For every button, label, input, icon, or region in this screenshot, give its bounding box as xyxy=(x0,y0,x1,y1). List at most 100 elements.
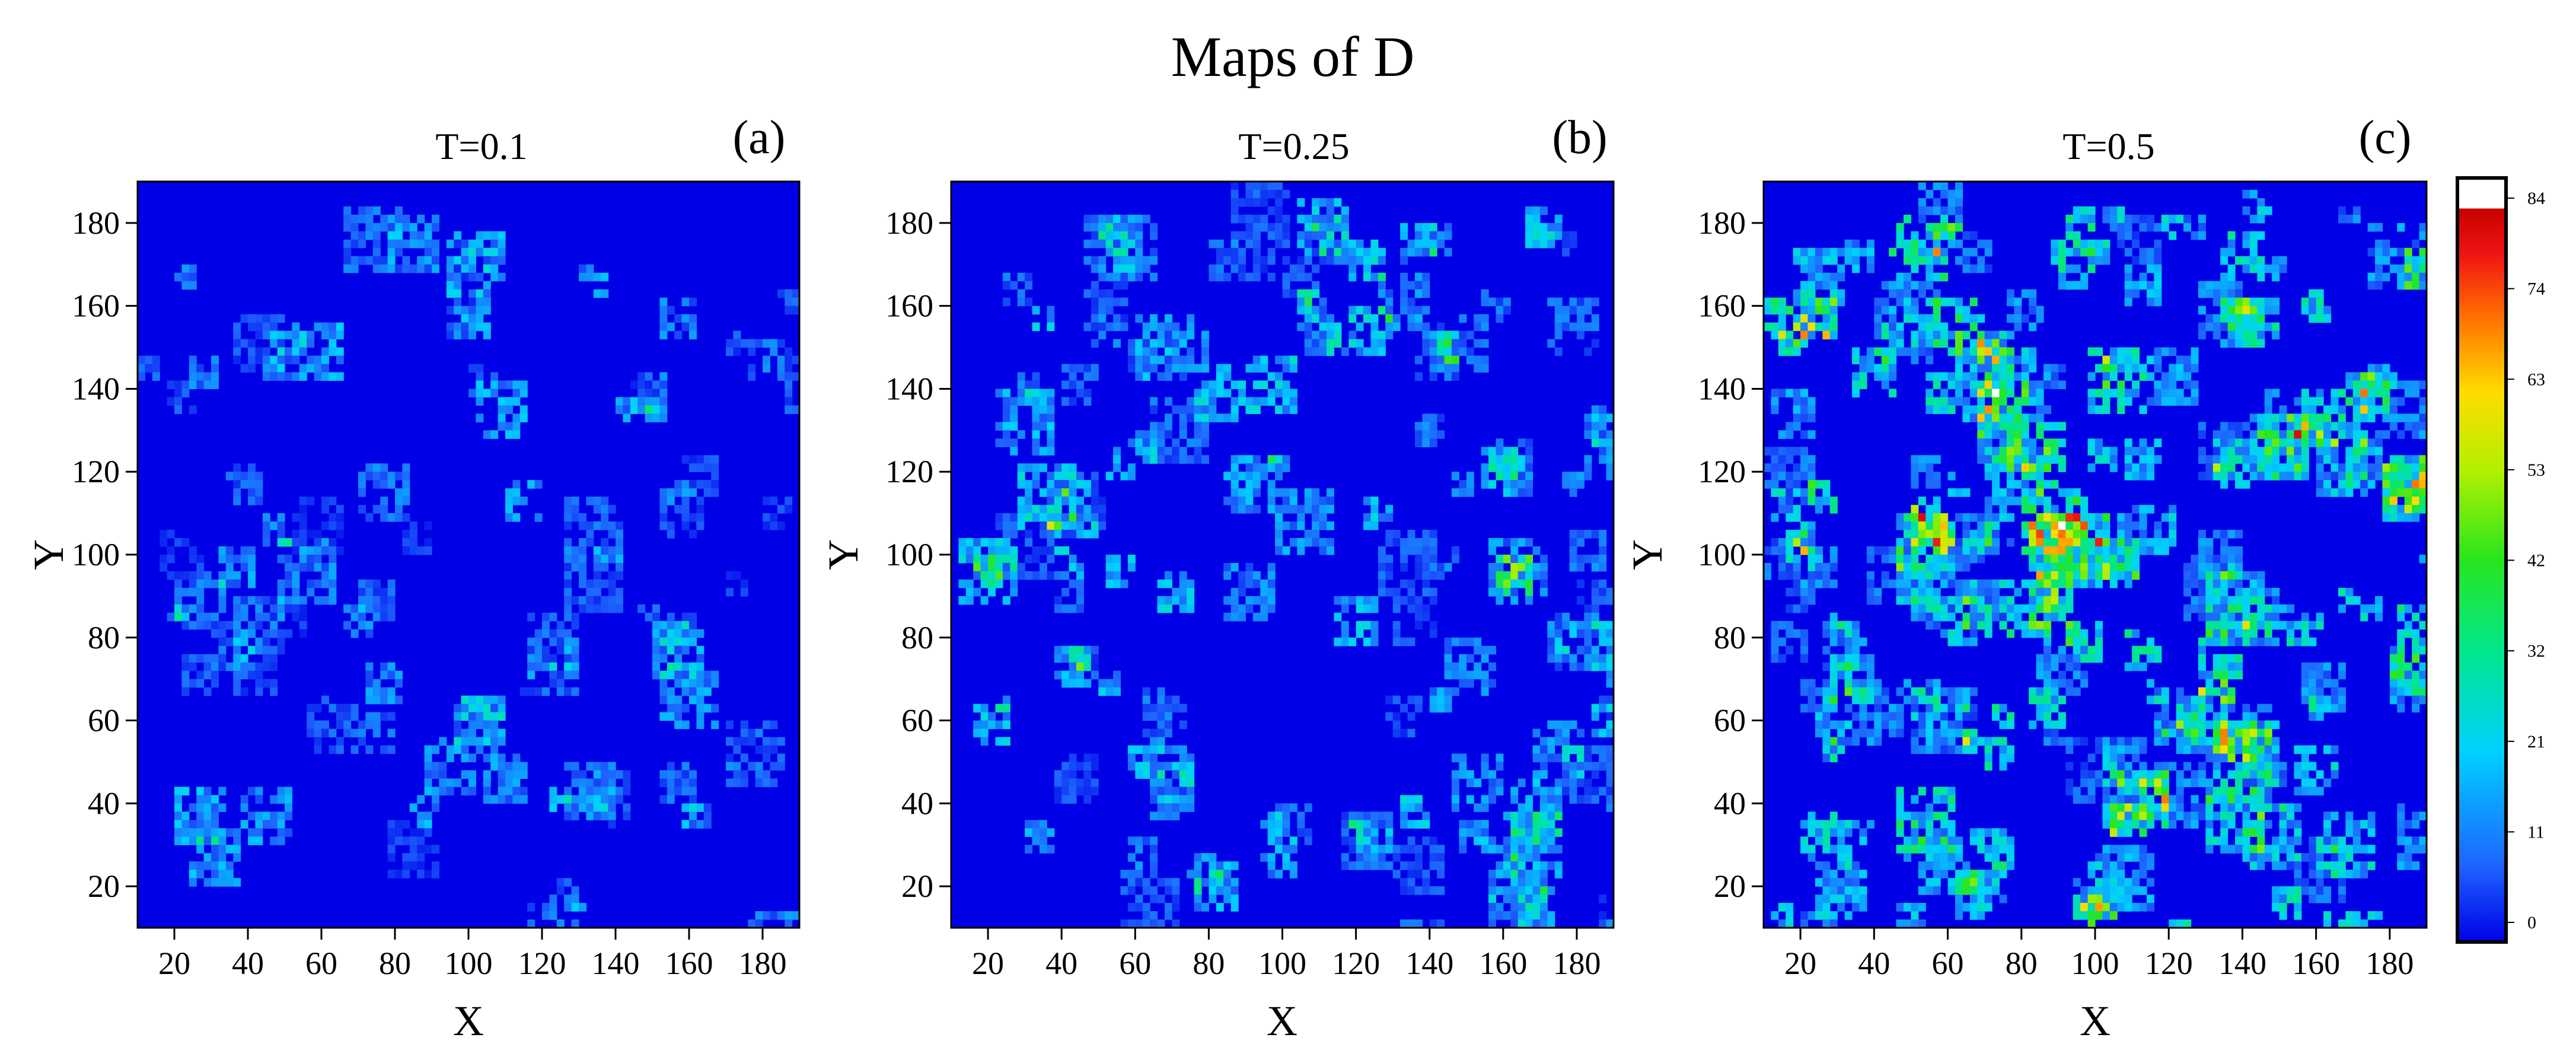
heat-cell xyxy=(1517,488,1526,497)
heat-cell xyxy=(1807,463,1816,472)
heat-cell xyxy=(1017,505,1025,514)
heat-cell xyxy=(1459,762,1467,771)
heat-cell xyxy=(343,256,352,265)
heat-cell xyxy=(2102,455,2110,464)
heat-cell xyxy=(1378,861,1386,870)
heat-cell xyxy=(2161,513,2169,522)
heat-cell xyxy=(2316,413,2324,422)
heat-cell xyxy=(1947,538,1956,547)
heat-cell xyxy=(2323,488,2332,497)
heat-cell xyxy=(307,587,315,597)
heat-cell xyxy=(1962,355,1971,365)
heat-cell xyxy=(1091,305,1099,315)
heat-cell xyxy=(2309,314,2317,323)
heat-cell xyxy=(468,770,476,779)
heat-cell xyxy=(1918,182,1926,190)
heat-cell xyxy=(740,770,748,779)
heat-cell xyxy=(358,206,366,215)
heat-cell xyxy=(1562,231,1570,240)
heat-cell xyxy=(1947,347,1956,357)
heat-cell xyxy=(1002,538,1010,547)
heat-cell xyxy=(1297,820,1305,829)
heat-cell xyxy=(1992,397,2000,406)
heat-cell xyxy=(1370,836,1379,845)
heat-cell xyxy=(2161,372,2169,381)
heat-cell xyxy=(1348,596,1357,605)
heat-cell xyxy=(372,463,381,472)
heat-cell xyxy=(1312,330,1320,340)
heat-cell xyxy=(498,795,506,804)
heat-cell xyxy=(1334,339,1342,348)
heat-cell xyxy=(2021,355,2029,365)
heat-cell xyxy=(2029,322,2037,332)
heat-cell xyxy=(2220,339,2229,348)
heat-cell xyxy=(1422,247,1430,257)
heat-cell xyxy=(1532,886,1541,895)
heat-cell xyxy=(512,787,521,795)
heat-cell xyxy=(1488,679,1497,688)
heat-cell xyxy=(1289,289,1297,298)
heat-cell xyxy=(1267,488,1276,497)
heat-cell xyxy=(476,389,484,398)
heat-cell xyxy=(255,604,263,613)
heat-cell xyxy=(1319,247,1327,257)
heat-cell xyxy=(1400,272,1408,282)
heat-cell xyxy=(1422,281,1430,290)
heat-cell xyxy=(1209,886,1217,895)
heat-cell xyxy=(372,604,381,613)
heat-cell xyxy=(1348,239,1357,249)
heat-cell xyxy=(1771,297,1779,307)
heat-cell xyxy=(1947,397,1956,406)
heat-cell xyxy=(2102,389,2110,398)
heat-cell xyxy=(1370,845,1379,854)
heat-cell xyxy=(2043,497,2052,505)
heat-cell xyxy=(2154,239,2162,249)
heat-cell xyxy=(1911,455,1919,464)
heat-cell xyxy=(674,645,683,655)
heat-cell xyxy=(1370,828,1379,837)
heat-cell xyxy=(1341,256,1349,265)
heat-cell xyxy=(1933,380,1941,390)
heat-cell xyxy=(233,845,241,854)
heat-cell xyxy=(1422,339,1430,348)
heat-cell xyxy=(2029,297,2037,307)
heat-cell xyxy=(380,222,388,232)
heat-cell xyxy=(1554,297,1563,307)
heat-cell xyxy=(1999,447,2007,456)
heat-cell xyxy=(2397,247,2405,257)
heat-cell xyxy=(343,728,352,738)
heat-cell xyxy=(240,637,248,647)
heat-cell xyxy=(343,239,352,249)
heat-cell xyxy=(365,472,374,480)
heat-cell xyxy=(512,488,521,497)
heat-cell xyxy=(2323,447,2332,456)
heat-cell xyxy=(218,629,227,638)
heat-cell xyxy=(490,239,499,249)
heat-cell xyxy=(616,397,623,406)
heat-cell xyxy=(1157,762,1165,771)
heat-cell xyxy=(2279,430,2287,439)
heat-cell xyxy=(1069,662,1077,671)
heat-cell xyxy=(255,811,263,820)
heat-cell xyxy=(1429,239,1437,249)
heat-cell xyxy=(2301,297,2309,307)
heat-cell xyxy=(1466,795,1474,804)
heat-cell xyxy=(1054,546,1062,555)
heat-cell xyxy=(2227,305,2236,315)
heat-cell xyxy=(637,397,646,406)
heat-cell xyxy=(152,372,160,381)
heat-cell xyxy=(1977,380,1985,390)
heat-cell xyxy=(1510,886,1519,895)
heat-cell xyxy=(2338,206,2346,215)
heat-cell xyxy=(1837,297,1845,307)
heat-cell xyxy=(1054,488,1062,497)
heat-cell xyxy=(417,836,425,845)
heat-cell xyxy=(1363,828,1372,837)
heat-cell xyxy=(1984,372,1992,381)
heat-cell xyxy=(696,820,704,829)
heat-cell xyxy=(1370,247,1379,257)
heat-cell xyxy=(1955,206,1963,215)
heat-cell xyxy=(740,720,748,730)
heat-cell xyxy=(2419,256,2427,265)
heat-cell xyxy=(564,579,572,588)
